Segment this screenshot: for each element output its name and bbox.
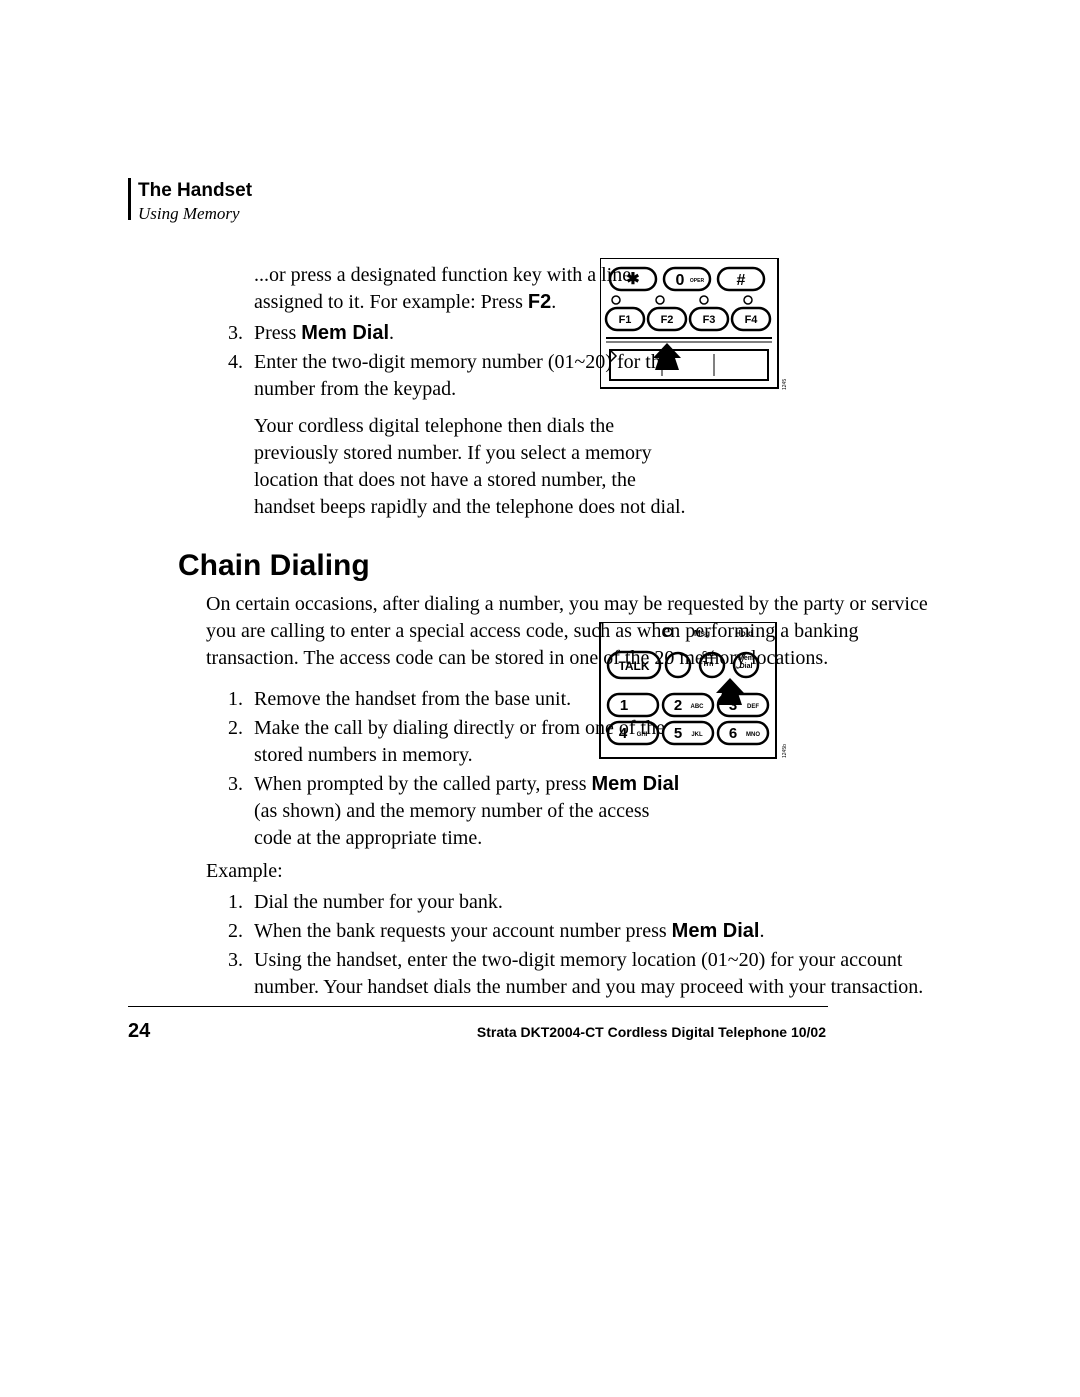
key-2: 2 xyxy=(674,697,682,714)
key-5: 5 xyxy=(674,725,682,742)
list-num: 2. xyxy=(228,918,254,945)
footer-text: Strata DKT2004-CT Cordless Digital Telep… xyxy=(326,1024,826,1040)
list3-item1: 1. Dial the number for your bank. xyxy=(228,889,948,916)
key-4-sub: GHI xyxy=(637,732,648,738)
example-label: Example: xyxy=(206,860,956,883)
list-text: Using the handset, enter the two-digit m… xyxy=(254,947,948,1001)
list3-item3: 3. Using the handset, enter the two-digi… xyxy=(228,947,948,1001)
key-4: 4 xyxy=(619,725,628,742)
key-6-sub: MNO xyxy=(746,732,760,738)
list-num: 2. xyxy=(228,715,254,769)
msg-label: Msg xyxy=(694,629,710,638)
figure1-caption: 1245 xyxy=(782,379,788,390)
figure-function-keys: ✱ 0 OPER # F1 F2 F3 F4 xyxy=(600,258,780,393)
content-block: ...or press a designated function key wi… xyxy=(128,262,956,1001)
chapter-title: The Handset xyxy=(138,180,956,202)
chain-dialing-para: On certain occasions, after dialing a nu… xyxy=(206,591,954,672)
key-2-sub: ABC xyxy=(691,704,705,710)
list-num: 3. xyxy=(228,771,254,852)
list-num: 1. xyxy=(228,889,254,916)
arrow-icon xyxy=(716,678,744,705)
section-heading-chain-dialing: Chain Dialing xyxy=(178,549,956,583)
list3-item2: 2. When the bank requests your account n… xyxy=(228,918,948,945)
after-list1-para: Your cordless digital telephone then dia… xyxy=(254,413,688,521)
key-3-sub: DEF xyxy=(747,704,759,710)
prefix: Press xyxy=(254,322,301,344)
star-key: ✱ xyxy=(626,271,639,288)
pre: When prompted by the called party, press xyxy=(254,773,591,795)
list-text: When prompted by the called party, press… xyxy=(254,771,688,852)
key-1: 1 xyxy=(620,697,628,714)
hold-label: Hold xyxy=(735,629,753,638)
list-text: When the bank requests your account numb… xyxy=(254,918,948,945)
list-3: 1. Dial the number for your bank. 2. Whe… xyxy=(228,889,948,1001)
talk-label: TALK xyxy=(618,659,649,673)
suffix: . xyxy=(389,322,394,344)
mem-dial-label: Mem Dial xyxy=(672,920,760,942)
page-number: 24 xyxy=(128,1020,150,1043)
intro-text: ...or press a designated function key wi… xyxy=(254,264,631,313)
mem-label: Mem xyxy=(738,655,754,662)
intro-period: . xyxy=(551,291,556,313)
list-text: Dial the number for your bank. xyxy=(254,889,948,916)
trn-label: Trn xyxy=(703,661,714,668)
key-5-sub: JKL xyxy=(691,732,703,738)
list-num: 3. xyxy=(228,947,254,1001)
list-num: 3. xyxy=(228,320,254,347)
list2-item3: 3. When prompted by the called party, pr… xyxy=(228,771,688,852)
key-6: 6 xyxy=(729,725,737,742)
f2-key: F2 xyxy=(661,314,674,326)
f1-key: F1 xyxy=(619,314,632,326)
f3-key: F3 xyxy=(703,314,716,326)
figure2-caption: 1245b xyxy=(782,744,788,758)
dial-label: Dial xyxy=(740,663,753,670)
figure-handset-keys: Msg Hold TALK Cnf Trn Mem Dial 1 2 ABC 3… xyxy=(598,622,780,760)
intro-key: F2 xyxy=(528,291,551,313)
cnf-label: Cnf xyxy=(702,651,714,658)
f4-key: F4 xyxy=(745,314,759,326)
subchapter-title: Using Memory xyxy=(138,204,956,224)
post: (as shown) and the memory number of the … xyxy=(254,800,649,849)
pre: When the bank requests your account numb… xyxy=(254,920,672,942)
mem-dial-label: Mem Dial xyxy=(591,773,679,795)
zero-key: 0 xyxy=(676,272,685,289)
hash-key: # xyxy=(737,272,746,289)
page-content: The Handset Using Memory ...or press a d… xyxy=(128,180,956,1003)
post: . xyxy=(759,920,764,942)
arrow-icon xyxy=(653,343,681,370)
list-num: 4. xyxy=(228,349,254,403)
footer-rule xyxy=(128,1006,828,1007)
list-num: 1. xyxy=(228,686,254,713)
oper-label: OPER xyxy=(690,278,705,284)
mem-dial-label: Mem Dial xyxy=(301,322,389,344)
